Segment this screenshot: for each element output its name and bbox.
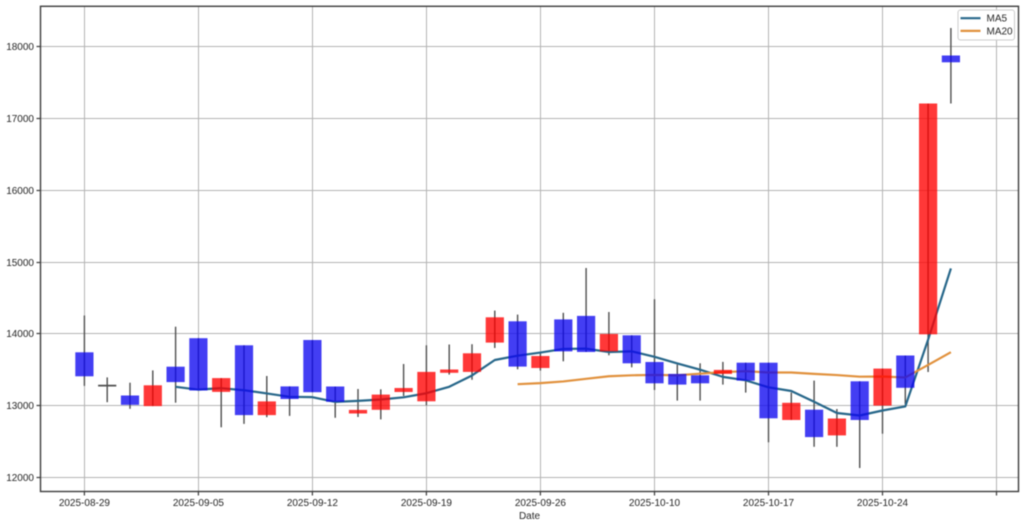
svg-text:15000: 15000 [6, 258, 34, 269]
svg-text:2025-10-24: 2025-10-24 [857, 498, 909, 509]
svg-text:2025-08-29: 2025-08-29 [59, 498, 111, 509]
svg-text:14000: 14000 [6, 329, 34, 340]
svg-text:MA20: MA20 [987, 26, 1014, 37]
svg-text:13000: 13000 [6, 401, 34, 412]
svg-text:16000: 16000 [6, 186, 34, 197]
svg-text:2025-09-26: 2025-09-26 [515, 498, 567, 509]
svg-text:17000: 17000 [6, 114, 34, 125]
svg-text:Date: Date [519, 511, 541, 522]
svg-text:2025-09-12: 2025-09-12 [287, 498, 339, 509]
svg-text:2025-10-10: 2025-10-10 [629, 498, 681, 509]
svg-text:2025-09-19: 2025-09-19 [401, 498, 453, 509]
svg-text:2025-09-05: 2025-09-05 [173, 498, 225, 509]
svg-text:12000: 12000 [6, 473, 34, 484]
svg-text:2025-10-17: 2025-10-17 [743, 498, 795, 509]
svg-text:MA5: MA5 [987, 14, 1008, 25]
svg-text:18000: 18000 [6, 42, 34, 53]
